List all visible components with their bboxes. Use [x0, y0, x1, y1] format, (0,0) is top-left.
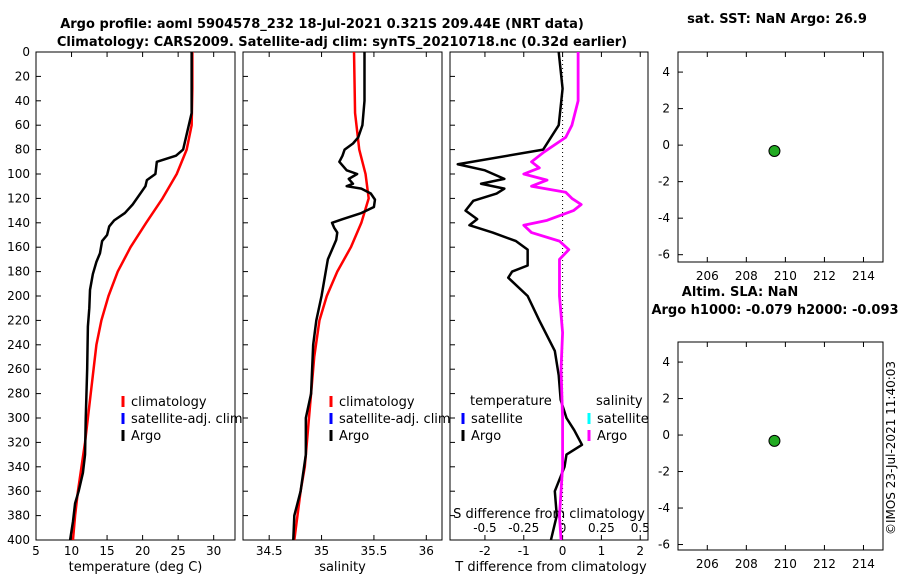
sdiff-axis-label: S difference from climatology: [453, 507, 645, 522]
depth-tick-label: 240: [7, 338, 30, 352]
sal-frame: [242, 51, 443, 541]
diff-line-temperature-Argo: [456, 51, 584, 541]
depth-tick-label: 80: [15, 143, 30, 157]
sst-ytick-label: -4: [658, 211, 670, 225]
depth-tick-label: 380: [7, 509, 30, 523]
sal-xtick-label: 34.5: [256, 544, 283, 558]
sla-ytick-label: 0: [662, 428, 670, 442]
diff-xtick-label: 1: [598, 544, 606, 558]
temp-line-Argo: [68, 52, 193, 541]
depth-tick-label: 220: [7, 313, 30, 327]
diff-xtick-label: 0: [559, 544, 567, 558]
sla-xtick-label: 206: [696, 557, 719, 571]
sst-frame: [677, 51, 884, 263]
sla-xtick-label: 210: [774, 557, 797, 571]
depth-tick-label: 340: [7, 460, 30, 474]
diff-legend-salinity-header: salinity: [596, 394, 643, 409]
sst-ytick-label: 4: [662, 65, 670, 79]
sla-ytick-label: 4: [662, 355, 670, 369]
sdiff-tick-label: -0.25: [508, 521, 539, 535]
sla-ytick-label: -2: [658, 465, 670, 479]
temp-xtick-label: 5: [32, 544, 40, 558]
diff-legend-temp-argo-label: Argo: [471, 429, 501, 444]
sdiff-tick-label: -0.5: [473, 521, 496, 535]
diff-xtick-label: -1: [518, 544, 530, 558]
sst-xtick-label: 214: [852, 269, 875, 283]
sla-ytick-label: -6: [658, 538, 670, 552]
copyright-footer: ©IMOS 23-Jul-2021 11:40:03: [884, 361, 898, 535]
diff-legend-sal-satellite-label: satellite: [597, 412, 649, 427]
diff-legend-temp-satellite-label: satellite: [471, 412, 523, 427]
temp-xlabel: temperature (deg C): [69, 560, 203, 575]
sal-legend-climatology-label: climatology: [339, 395, 415, 410]
sst-xtick-label: 206: [696, 269, 719, 283]
depth-tick-label: 0: [22, 45, 30, 59]
sla-xtick-label: 208: [735, 557, 758, 571]
sst-xtick-label: 208: [735, 269, 758, 283]
temp-legend-argo-label: Argo: [131, 429, 161, 444]
sla-xtick-label: 212: [813, 557, 836, 571]
temp-xtick-label: 15: [99, 544, 114, 558]
diff-legend-temperature-header: temperature: [470, 394, 552, 409]
depth-tick-label: 100: [7, 167, 30, 181]
temp-xtick-label: 25: [171, 544, 186, 558]
sla-title-2: Argo h1000: -0.079 h2000: -0.093: [651, 303, 898, 318]
depth-tick-label: 400: [7, 533, 30, 547]
diff-xtick-label: 2: [636, 544, 644, 558]
temp-xtick-label: 10: [64, 544, 79, 558]
title-line-1: Argo profile: aoml 5904578_232 18-Jul-20…: [60, 17, 584, 32]
title-line-2: Climatology: CARS2009. Satellite-adj cli…: [57, 35, 627, 50]
sla-frame: [677, 341, 884, 551]
diff-xlabel: T difference from climatology: [454, 560, 647, 575]
temp-xtick-label: 20: [135, 544, 150, 558]
sal-xtick-label: 35.5: [361, 544, 388, 558]
depth-tick-label: 20: [15, 69, 30, 83]
sdiff-tick-label: 0.25: [588, 521, 615, 535]
sst-ytick-label: -6: [658, 248, 670, 262]
sla-ytick-label: 2: [662, 392, 670, 406]
sst-xtick-label: 212: [813, 269, 836, 283]
sal-xtick-label: 36: [419, 544, 434, 558]
sdiff-tick-label: 0: [559, 521, 567, 535]
sst-ytick-label: -2: [658, 175, 670, 189]
sst-title: sat. SST: NaN Argo: 26.9: [687, 12, 867, 27]
depth-tick-label: 60: [15, 118, 30, 132]
sla-point: [768, 434, 781, 447]
sla-xtick-label: 214: [852, 557, 875, 571]
sal-line-climatology: [293, 51, 370, 541]
depth-tick-label: 360: [7, 484, 30, 498]
sst-ytick-label: 2: [662, 102, 670, 116]
depth-tick-label: 260: [7, 362, 30, 376]
diff-line-salinity-Argo: [522, 52, 583, 541]
temp-xtick-label: 30: [206, 544, 221, 558]
diff-legend-sal-argo-label: Argo: [597, 429, 627, 444]
depth-tick-label: 300: [7, 411, 30, 425]
depth-tick-label: 140: [7, 216, 30, 230]
sla-title-1: Altim. SLA: NaN: [682, 285, 798, 300]
depth-tick-label: 320: [7, 435, 30, 449]
sdiff-tick-label: 0.5: [631, 521, 650, 535]
depth-tick-label: 200: [7, 289, 30, 303]
diff-frame: [449, 51, 649, 541]
sal-xlabel: salinity: [319, 560, 366, 575]
sst-ytick-label: 0: [662, 138, 670, 152]
depth-tick-label: 40: [15, 94, 30, 108]
temp-legend-satellite-label: satellite-adj. clim: [131, 412, 243, 427]
temp-line-climatology: [71, 52, 194, 541]
sst-point: [768, 144, 781, 157]
sal-legend-satellite-label: satellite-adj. clim: [339, 412, 451, 427]
sla-ytick-label: -4: [658, 501, 670, 515]
diff-xtick-label: -2: [479, 544, 491, 558]
temp-legend-climatology-label: climatology: [131, 395, 207, 410]
sal-legend-argo-label: Argo: [339, 429, 369, 444]
sal-xtick-label: 35: [314, 544, 329, 558]
sal-line-Argo: [292, 52, 377, 541]
depth-tick-label: 280: [7, 387, 30, 401]
depth-tick-label: 120: [7, 191, 30, 205]
depth-tick-label: 180: [7, 265, 30, 279]
depth-tick-label: 160: [7, 240, 30, 254]
temp-frame: [35, 51, 236, 541]
sst-xtick-label: 210: [774, 269, 797, 283]
